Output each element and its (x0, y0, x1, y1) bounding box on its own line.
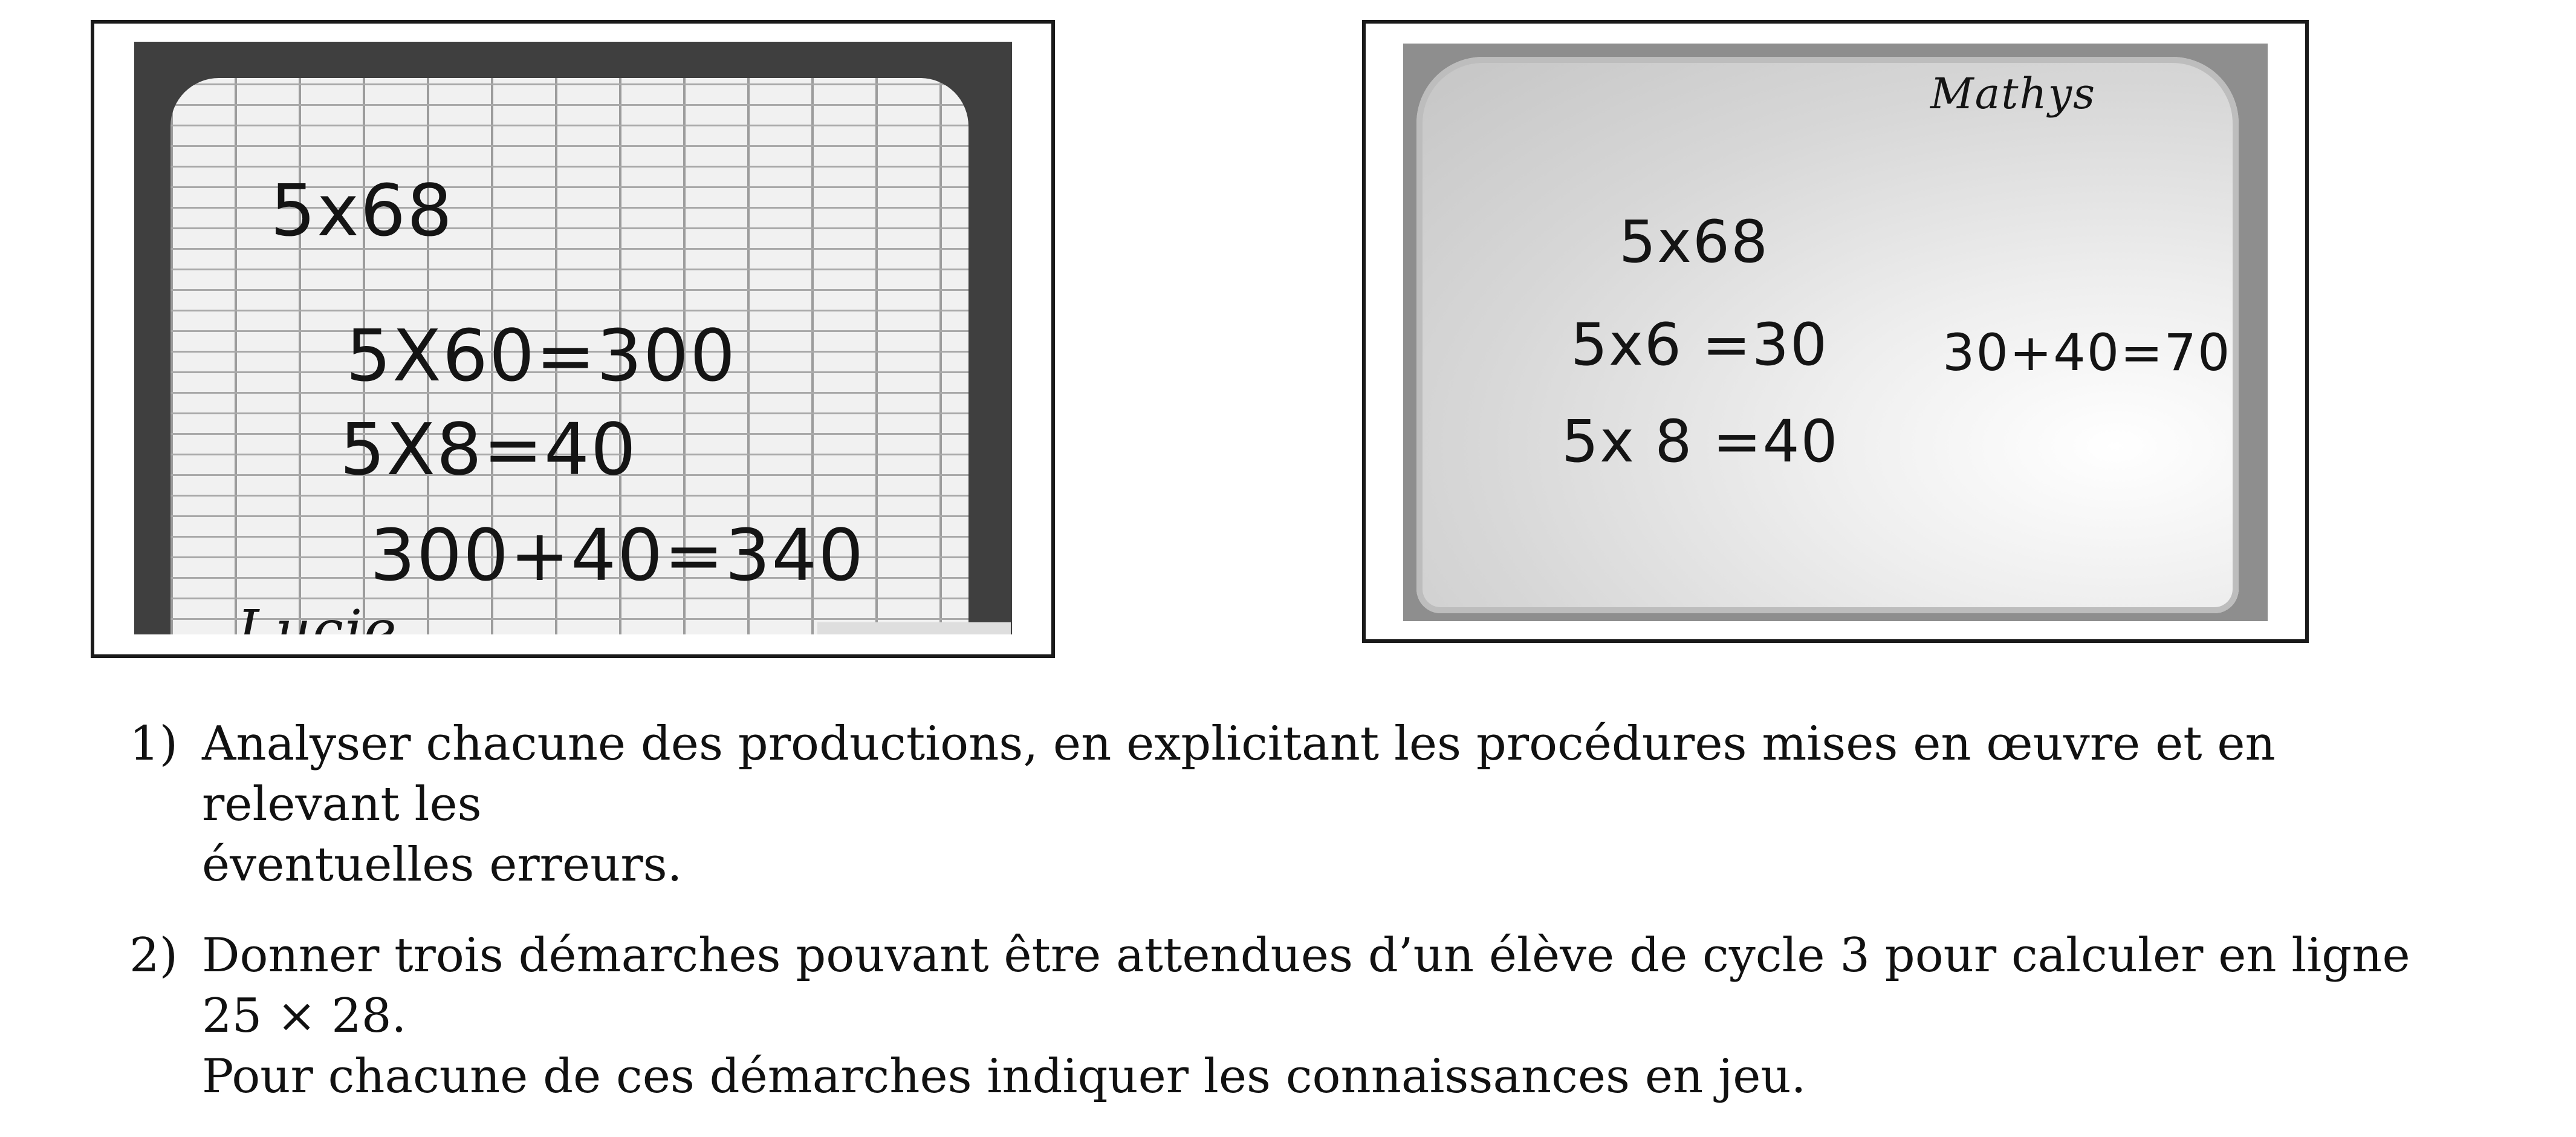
photo-frame-left: 5x68 5X60=300 5X8=40 300+40=340 Lucie (91, 20, 1055, 658)
slate-line-2: 5x 8 =40 (1562, 408, 1839, 475)
question-text-line: éventuelles erreurs. (202, 838, 683, 892)
slate-side-calculation: 30+40=70 (1942, 323, 2231, 382)
question-item: 2) Donner trois démarches pouvant être a… (129, 925, 2427, 1107)
redaction-mask (817, 622, 1011, 634)
question-number: 2) (129, 928, 178, 983)
slate-photo-mathys: Mathys 5x68 5x6 =30 5x 8 =40 30+40=70 (1403, 44, 2268, 621)
slate-line-3: 300+40=340 (370, 513, 865, 597)
question-text-line: Donner trois démarches pouvant être atte… (202, 928, 2410, 1043)
student-signature: Lucie (237, 598, 398, 634)
whiteboard-slate: Mathys 5x68 5x6 =30 5x 8 =40 30+40=70 (1416, 57, 2239, 613)
question-list: 1) Analyser chacune des productions, en … (129, 714, 2427, 1137)
grid-slate: 5x68 5X60=300 5X8=40 300+40=340 Lucie (170, 78, 1011, 634)
question-item: 1) Analyser chacune des productions, en … (129, 714, 2427, 895)
question-text-line: Analyser chacune des productions, en exp… (202, 717, 2276, 832)
slate-photo-lucie: 5x68 5X60=300 5X8=40 300+40=340 Lucie (134, 42, 1012, 634)
photo-frame-right: Mathys 5x68 5x6 =30 5x 8 =40 30+40=70 (1362, 20, 2309, 643)
slate-line-2: 5X8=40 (340, 408, 638, 491)
student-signature: Mathys (1930, 69, 2097, 119)
question-text-line: Pour chacune de ces démarches indiquer l… (202, 1049, 1806, 1104)
question-number: 1) (129, 717, 178, 771)
slate-line-1: 5x6 =30 (1571, 311, 1829, 379)
slate-line-1: 5X60=300 (346, 314, 737, 397)
slate-title: 5x68 (270, 169, 454, 252)
slate-title: 5x68 (1619, 208, 1770, 276)
